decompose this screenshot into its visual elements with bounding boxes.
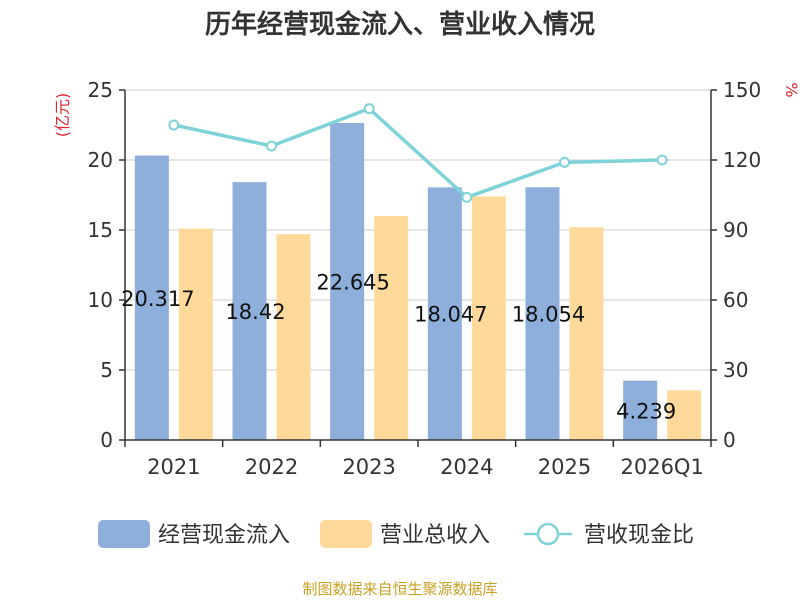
chart-title: 历年经营现金流入、营业收入情况 [205,9,595,40]
bar-cash-inflow [232,182,267,440]
bar-value-label: 18.42 [225,300,285,324]
legend-swatch [320,520,372,548]
right-tick-label: 90 [723,218,748,242]
legend-label: 经营现金流入 [158,523,290,548]
line-point [168,119,180,131]
right-tick-label: 0 [723,428,736,452]
bar-revenue [276,234,311,440]
bar-value-label: 22.645 [316,270,389,294]
bar-revenue [374,216,409,440]
x-tick-label: 2026Q1 [620,455,703,479]
bar-value-label: 4.239 [616,399,676,423]
left-tick-label: 15 [88,218,113,242]
x-tick-label: 2022 [245,455,298,479]
legend-label: 营收现金比 [584,523,694,548]
right-tick-label: 120 [723,148,761,172]
line-cash-ratio [173,106,663,200]
bar-revenue [178,228,213,440]
left-tick-label: 20 [88,148,113,172]
x-tick-label: 2025 [538,455,591,479]
bar-value-label: 20.317 [121,287,194,311]
bar-cash-inflow [330,122,365,440]
legend-swatch [98,520,150,548]
legend: 经营现金流入 营业总收入 营收现金比 [98,520,694,548]
left-tick-label: 25 [88,78,113,102]
legend-marker [536,522,560,546]
bar-revenue [569,227,604,440]
line-point [656,154,668,166]
x-tick-label: 2021 [147,455,200,479]
line-point [559,156,570,168]
right-axis-label: % [782,82,800,97]
bar-group [134,122,702,440]
data-labels: 20.317 18.42 22.645 18.047 18.054 4.239 [121,270,676,423]
left-tick-label: 10 [88,288,113,312]
right-tick-label: 150 [723,78,761,102]
source-note: 制图数据来自恒生聚源数据库 [302,580,497,598]
bar-revenue [667,390,702,440]
left-axis-label: (亿元) [53,93,72,138]
x-tick-label: 2023 [342,455,395,479]
right-tick-label: 60 [723,288,748,312]
x-tick-label: 2024 [440,455,493,479]
legend-label: 营业总收入 [380,523,490,548]
line-series [168,103,668,203]
right-tick-label: 30 [723,358,748,382]
bar-revenue [471,196,506,440]
left-tick-label: 0 [100,428,113,452]
bar-cash-inflow [623,380,658,440]
left-tick-label: 5 [100,358,113,382]
line-point [461,191,473,203]
bar-cash-inflow [427,187,462,440]
bar-cash-inflow [134,155,169,440]
bar-value-label: 18.047 [414,303,487,327]
bar-value-label: 18.054 [512,303,585,327]
line-point [266,140,277,152]
bar-cash-inflow [525,187,560,440]
line-point [363,103,375,115]
